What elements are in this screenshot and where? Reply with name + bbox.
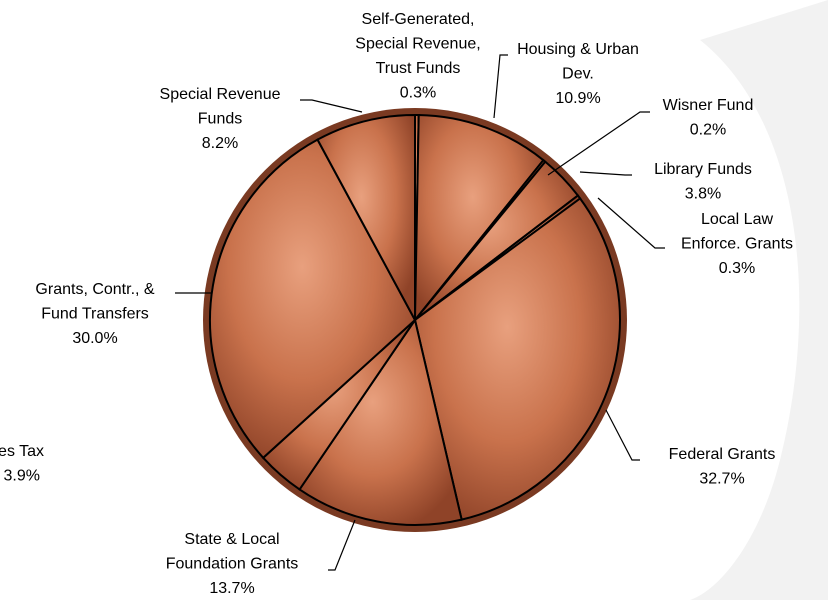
value-label: 3.9% <box>4 468 40 485</box>
slice-label: Special Revenue <box>160 86 281 103</box>
leader-line <box>548 112 650 175</box>
slice-label: Grants, Contr., & <box>35 281 154 298</box>
value-label: 32.7% <box>699 471 744 488</box>
slice-label: Special Revenue, <box>355 36 480 53</box>
slice-label: State & Local <box>184 531 279 548</box>
leader-line <box>300 100 362 112</box>
slice-label: Federal Grants <box>669 446 776 463</box>
slice-label: Foundation Grants <box>166 556 299 573</box>
chart: Self-Generated, Special Revenue, Trust Fun… <box>0 0 828 600</box>
value-label: 0.3% <box>400 85 436 102</box>
background-decor <box>690 0 828 600</box>
value-label: 13.7% <box>209 580 254 597</box>
value-label: 8.2% <box>202 135 238 152</box>
value-label: 0.3% <box>719 260 755 277</box>
leader-line <box>328 520 355 570</box>
slice-label: Dev. <box>562 66 594 83</box>
slice-label: Housing & Urban <box>517 41 639 58</box>
slice-label: Self-Generated, <box>362 11 475 28</box>
slice-label: Local Law <box>701 211 773 228</box>
slice-label: Fund Transfers <box>41 306 149 323</box>
value-label: 0.2% <box>690 122 726 139</box>
leader-line <box>606 410 640 460</box>
slice-label: Funds <box>198 111 242 128</box>
slice-label: es Tax <box>0 443 44 460</box>
value-label: 10.9% <box>555 90 600 107</box>
value-label: 30.0% <box>72 330 117 347</box>
value-label: 3.8% <box>685 186 721 203</box>
slice-label: Library Funds <box>654 161 752 178</box>
leader-line <box>494 55 508 118</box>
slice-label: Trust Funds <box>376 60 461 77</box>
slice-label: Wisner Fund <box>663 97 754 114</box>
slice-label: Enforce. Grants <box>681 236 793 253</box>
leader-line <box>580 172 632 175</box>
